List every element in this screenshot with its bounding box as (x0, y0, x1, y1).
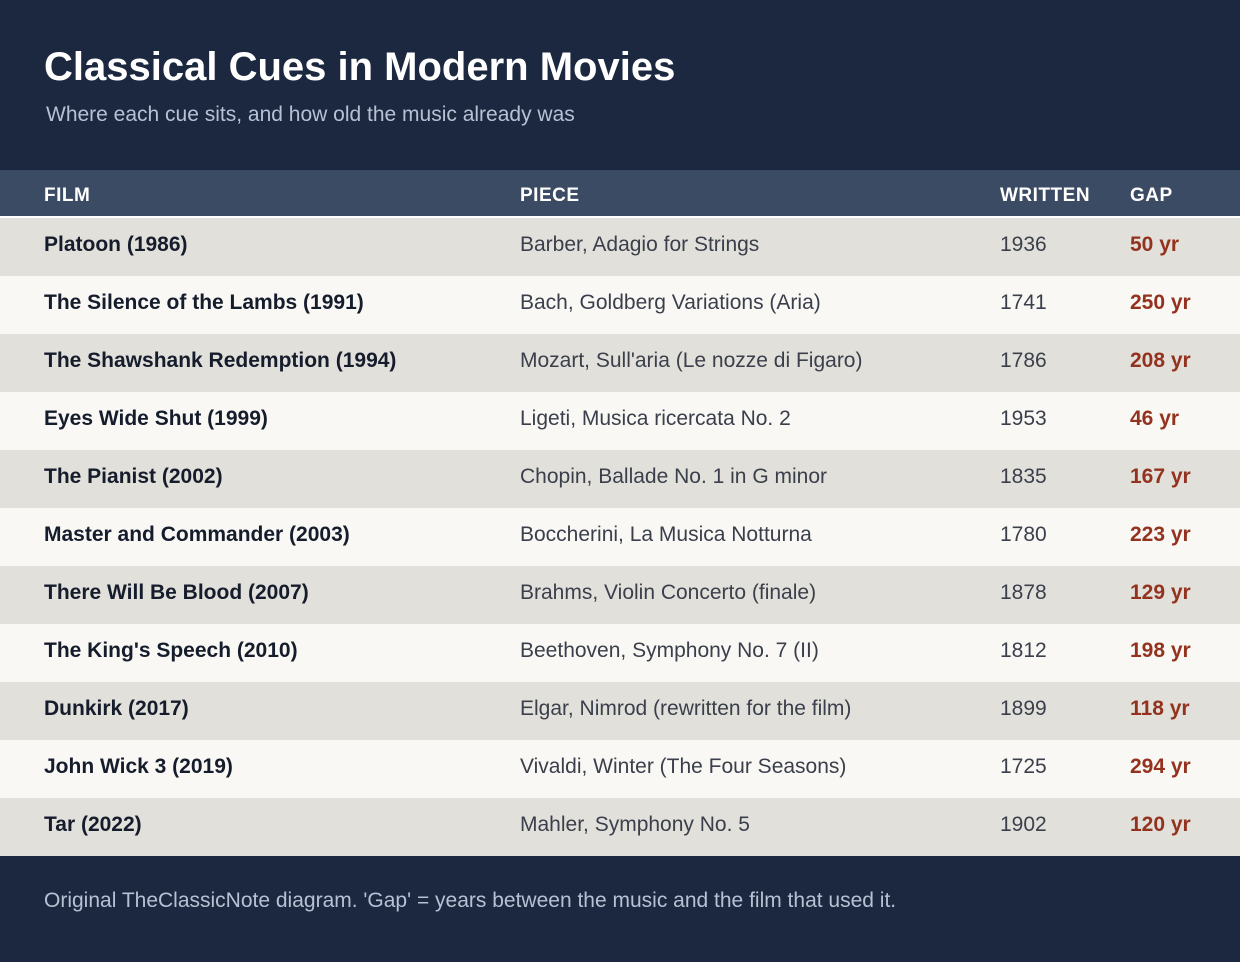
piece-cell: Brahms, Violin Concerto (finale) (520, 581, 817, 604)
table-row: The Silence of the Lambs (1991) Bach, Gol… (0, 276, 1240, 334)
cues-table: FILM PIECE WRITTEN GAP Platoon (1986) Bar… (0, 170, 1240, 856)
piece-cell: Vivaldi, Winter (The Four Seasons) (520, 755, 847, 778)
written-cell: 1953 (1000, 407, 1047, 430)
page-subtitle: Where each cue sits, and how old the mus… (46, 103, 575, 126)
film-cell: Tar (2022) (44, 813, 142, 836)
gap-cell: 120 yr (1130, 813, 1191, 836)
table-row: The King's Speech (2010) Beethoven, Symph… (0, 624, 1240, 682)
piece-cell: Ligeti, Musica ricercata No. 2 (520, 407, 791, 430)
gap-cell: 294 yr (1130, 755, 1191, 778)
written-cell: 1835 (1000, 465, 1047, 488)
header: Classical Cues in Modern Movies Where ea… (0, 0, 1240, 170)
footnote: Original TheClassicNote diagram. 'Gap' =… (44, 889, 897, 912)
footer: Original TheClassicNote diagram. 'Gap' =… (0, 858, 1240, 962)
table-row: Tar (2022) Mahler, Symphony No. 5 1902 120 … (0, 798, 1240, 856)
written-cell: 1786 (1000, 349, 1047, 372)
film-cell: The Pianist (2002) (44, 465, 223, 488)
page-title: Classical Cues in Modern Movies (44, 45, 676, 89)
written-cell: 1899 (1000, 697, 1047, 720)
table-row: Master and Commander (2003) Boccherini, L… (0, 508, 1240, 566)
piece-cell: Barber, Adagio for Strings (520, 233, 760, 256)
gap-cell: 50 yr (1130, 233, 1180, 256)
column-header-piece: PIECE (520, 185, 580, 206)
film-cell: The King's Speech (2010) (44, 639, 298, 662)
gap-cell: 167 yr (1130, 465, 1191, 488)
written-cell: 1725 (1000, 755, 1047, 778)
gap-cell: 129 yr (1130, 581, 1191, 604)
film-cell: Master and Commander (2003) (44, 523, 350, 546)
table-row: Platoon (1986) Barber, Adagio for Strings… (0, 218, 1240, 276)
piece-cell: Boccherini, La Musica Notturna (520, 523, 812, 546)
film-cell: The Shawshank Redemption (1994) (44, 349, 397, 372)
table-row: The Pianist (2002) Chopin, Ballade No. 1 … (0, 450, 1240, 508)
film-cell: Eyes Wide Shut (1999) (44, 407, 268, 430)
piece-cell: Beethoven, Symphony No. 7 (II) (520, 639, 819, 662)
column-header-written: WRITTEN (1000, 185, 1091, 206)
column-header-film: FILM (44, 185, 91, 206)
written-cell: 1878 (1000, 581, 1047, 604)
film-cell: John Wick 3 (2019) (44, 755, 233, 778)
table-row: The Shawshank Redemption (1994) Mozart, S… (0, 334, 1240, 392)
table-row: There Will Be Blood (2007) Brahms, Violin… (0, 566, 1240, 624)
piece-cell: Chopin, Ballade No. 1 in G minor (520, 465, 827, 488)
gap-cell: 198 yr (1130, 639, 1191, 662)
film-cell: Dunkirk (2017) (44, 697, 189, 720)
gap-cell: 250 yr (1130, 291, 1191, 314)
gap-cell: 223 yr (1130, 523, 1191, 546)
written-cell: 1780 (1000, 523, 1047, 546)
table-row: Eyes Wide Shut (1999) Ligeti, Musica rice… (0, 392, 1240, 450)
piece-cell: Bach, Goldberg Variations (Aria) (520, 291, 821, 314)
gap-cell: 118 yr (1130, 697, 1190, 720)
table-body: Platoon (1986) Barber, Adagio for Strings… (0, 218, 1240, 856)
written-cell: 1741 (1000, 291, 1047, 314)
written-cell: 1812 (1000, 639, 1047, 662)
film-cell: The Silence of the Lambs (1991) (44, 291, 364, 314)
piece-cell: Mahler, Symphony No. 5 (520, 813, 750, 836)
film-cell: Platoon (1986) (44, 233, 188, 256)
film-cell: There Will Be Blood (2007) (44, 581, 309, 604)
table-row: John Wick 3 (2019) Vivaldi, Winter (The F… (0, 740, 1240, 798)
column-header-gap: GAP (1130, 185, 1173, 206)
table-row: Dunkirk (2017) Elgar, Nimrod (rewritten f… (0, 682, 1240, 740)
piece-cell: Mozart, Sull'aria (Le nozze di Figaro) (520, 349, 863, 372)
piece-cell: Elgar, Nimrod (rewritten for the film) (520, 697, 852, 720)
written-cell: 1936 (1000, 233, 1047, 256)
gap-cell: 208 yr (1130, 349, 1191, 372)
written-cell: 1902 (1000, 813, 1047, 836)
table-header: FILM PIECE WRITTEN GAP (0, 170, 1240, 218)
gap-cell: 46 yr (1130, 407, 1180, 430)
